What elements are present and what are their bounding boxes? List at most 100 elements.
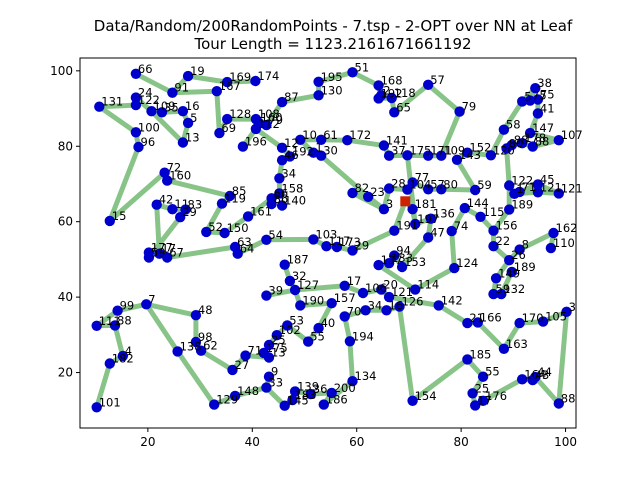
point-181 xyxy=(498,343,510,354)
point-117 xyxy=(485,150,497,161)
point-label-35: 64 xyxy=(240,242,255,256)
point-84 xyxy=(394,301,405,312)
point-label-165: 12 xyxy=(284,136,299,150)
point-label-178: 3 xyxy=(569,300,576,314)
point-70 xyxy=(229,390,241,402)
point-label-63: 175 xyxy=(266,341,288,355)
point-126 xyxy=(488,288,499,300)
point-0 xyxy=(130,68,142,80)
x-tick-label-1: 40 xyxy=(245,435,260,449)
point-label-24: 83 xyxy=(188,198,203,212)
point-56 xyxy=(326,298,337,309)
point-162 xyxy=(250,123,262,135)
point-label-124: 149 xyxy=(498,266,520,280)
point-144 xyxy=(532,108,544,119)
point-75 xyxy=(279,400,290,411)
point-13 xyxy=(222,113,233,125)
point-label-28: 150 xyxy=(227,221,249,235)
point-label-179: 105 xyxy=(545,310,567,324)
point-185 xyxy=(477,371,489,382)
point-170 xyxy=(308,147,319,158)
point-85 xyxy=(381,305,392,316)
point-122 xyxy=(504,255,515,266)
point-148 xyxy=(553,135,564,146)
point-label-75: 145 xyxy=(287,394,309,408)
point-label-117: 120 xyxy=(493,143,515,157)
point-131 xyxy=(504,180,515,191)
point-label-109: 59 xyxy=(477,178,492,192)
point-label-118: 144 xyxy=(467,196,489,210)
point-44 xyxy=(112,305,123,316)
point-108 xyxy=(436,184,447,195)
point-label-23: 11 xyxy=(174,197,189,211)
point-label-156: 2 xyxy=(383,83,390,97)
point-label-100: 181 xyxy=(415,197,437,211)
point-127 xyxy=(496,288,507,300)
point-label-129: 110 xyxy=(553,236,575,250)
point-15 xyxy=(177,137,189,148)
point-label-5: 91 xyxy=(174,81,189,95)
point-label-136: 121 xyxy=(561,181,583,195)
point-87 xyxy=(433,300,444,311)
point-23 xyxy=(167,204,178,215)
point-111 xyxy=(383,150,395,161)
point-label-148: 107 xyxy=(561,128,583,142)
point-label-38: 117 xyxy=(328,234,350,248)
point-151 xyxy=(389,107,400,118)
point-101 xyxy=(378,204,390,215)
point-9 xyxy=(146,106,157,117)
point-label-1: 19 xyxy=(190,64,205,78)
point-72 xyxy=(305,388,316,400)
point-118 xyxy=(459,202,470,214)
point-label-69: 129 xyxy=(216,393,238,407)
point-label-122: 26 xyxy=(511,248,526,262)
point-27 xyxy=(201,226,212,238)
point-47 xyxy=(91,320,102,331)
point-label-105: 104 xyxy=(409,178,431,192)
point-label-48: 88 xyxy=(117,313,132,327)
point-label-52: 4 xyxy=(125,344,132,358)
point-label-97: 74 xyxy=(454,219,469,233)
point-69 xyxy=(209,399,220,410)
point-88 xyxy=(410,284,421,295)
point-label-145: 147 xyxy=(532,121,554,135)
point-label-33: 67 xyxy=(169,246,184,260)
point-label-84: 126 xyxy=(402,295,424,309)
tour-edge-14 xyxy=(143,301,181,354)
point-label-187: 176 xyxy=(485,389,507,403)
point-label-27: 52 xyxy=(208,220,223,234)
point-label-40: 187 xyxy=(287,253,309,267)
point-64 xyxy=(263,352,275,363)
point-145 xyxy=(524,127,536,139)
point-119 xyxy=(475,211,486,222)
point-label-119: 115 xyxy=(483,205,505,219)
point-24 xyxy=(180,204,191,215)
point-label-58: 40 xyxy=(321,316,336,330)
point-label-14: 100 xyxy=(138,120,160,134)
point-label-126: 59 xyxy=(496,282,511,296)
point-171 xyxy=(342,135,353,146)
point-label-183: 21 xyxy=(469,311,484,325)
point-label-186: 25 xyxy=(475,381,490,395)
point-label-64: 13 xyxy=(271,346,286,360)
point-165 xyxy=(276,142,288,153)
point-114 xyxy=(436,150,447,161)
point-label-168: 192 xyxy=(292,144,314,158)
point-29 xyxy=(242,211,254,222)
point-19 xyxy=(159,167,170,178)
point-168 xyxy=(284,151,296,162)
point-label-21: 85 xyxy=(232,184,247,198)
point-103 xyxy=(363,191,374,202)
point-38 xyxy=(321,241,332,252)
point-label-138: 88 xyxy=(514,133,529,147)
point-label-104: 28 xyxy=(391,177,406,191)
point-154 xyxy=(313,76,324,88)
point-label-66: 27 xyxy=(235,358,250,372)
point-label-121: 22 xyxy=(496,234,511,248)
point-143 xyxy=(532,94,544,105)
chart-title: Data/Random/200RandomPoints - 7.tsp - 2-… xyxy=(94,17,573,35)
point-95 xyxy=(423,232,434,243)
point-label-47: 111 xyxy=(99,314,121,328)
point-191 xyxy=(553,398,564,409)
